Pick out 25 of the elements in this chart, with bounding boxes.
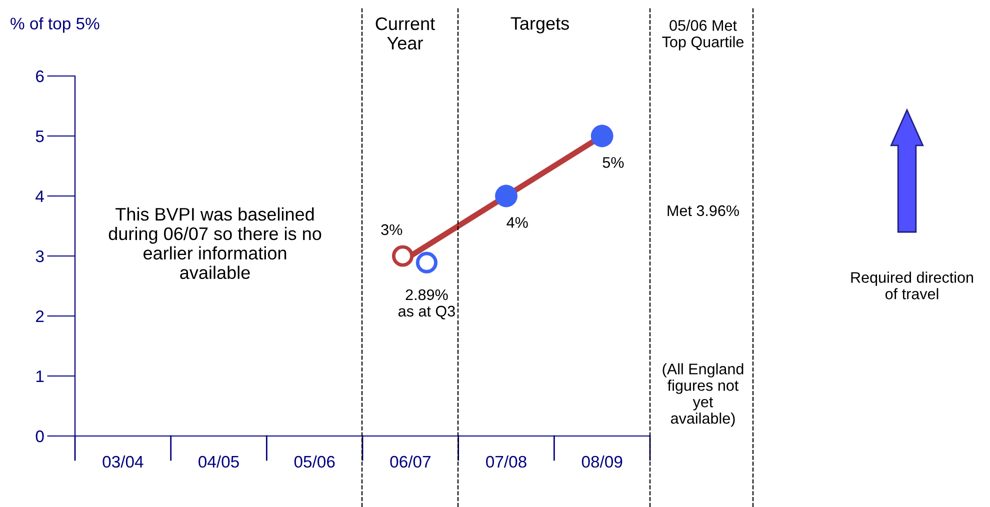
- x-tick-label: 03/04: [102, 455, 144, 468]
- text: Required direction of travel: [851, 272, 974, 300]
- annotation: This BVPI was baselined during 06/07 so there is no earlier information available: [108, 207, 322, 280]
- data-label: 3%: [381, 224, 402, 236]
- data-label: 5%: [602, 157, 624, 168]
- y-tick-label: 0: [36, 430, 44, 442]
- x-tick-label: 07/08: [486, 455, 526, 468]
- x-tick-label: 06/07: [390, 455, 430, 468]
- x-tick-label: 05/06: [294, 455, 335, 468]
- y-tick-label: 5: [36, 130, 44, 142]
- y-tick-label: 1: [36, 370, 44, 382]
- data-label: 2.89% as at Q3: [398, 289, 455, 320]
- x-tick-label: 04/05: [198, 455, 239, 468]
- y-axis-title: % of top 5%: [10, 17, 100, 33]
- text: Met 3.96%: [668, 205, 739, 216]
- x-tick-label: 08/09: [582, 455, 622, 468]
- text: Current Year: [376, 17, 435, 50]
- text: 05/06 Met Top Quartile: [662, 20, 744, 50]
- y-tick-label: 2: [36, 310, 44, 322]
- data-label: 4%: [506, 217, 528, 228]
- y-tick-label: 6: [36, 70, 44, 82]
- text: Targets: [510, 17, 569, 34]
- text: (All England figures not yet available): [662, 363, 744, 427]
- y-tick-label: 4: [36, 190, 44, 202]
- y-tick-label: 3: [36, 250, 44, 262]
